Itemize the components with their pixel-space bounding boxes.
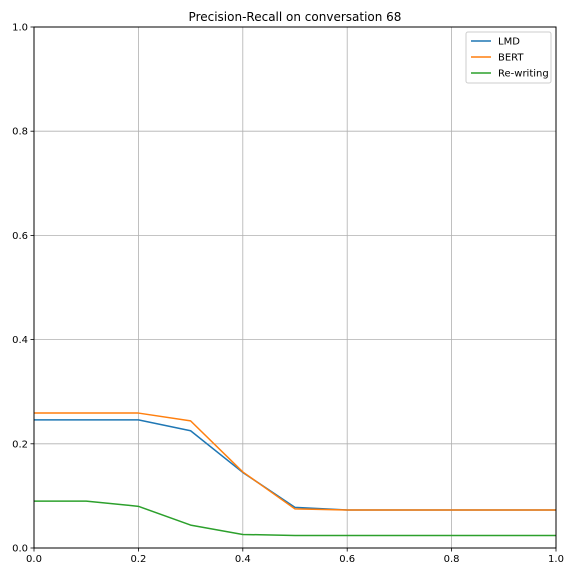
y-tick-label: 0.4 xyxy=(12,335,28,346)
y-tick-label: 0.8 xyxy=(12,127,28,138)
legend-label-lmd: LMD xyxy=(498,37,520,48)
series-line-re-writing xyxy=(34,500,556,537)
plot-frame xyxy=(33,26,557,549)
legend-box xyxy=(465,31,552,84)
series-lines xyxy=(34,412,556,537)
y-tick-label: 0.6 xyxy=(12,231,28,242)
x-tick-label: 0.0 xyxy=(26,554,42,565)
x-tick-label: 0.2 xyxy=(130,554,146,565)
y-tick-label: 1.0 xyxy=(12,23,28,34)
y-tick-label: 0.2 xyxy=(12,439,28,450)
legend-label-bert: BERT xyxy=(498,53,524,64)
x-tick-label: 0.6 xyxy=(339,554,355,565)
chart-title: Precision-Recall on conversation 68 xyxy=(189,10,402,24)
x-tick-label: 1.0 xyxy=(548,554,564,565)
x-tick-label: 0.8 xyxy=(444,554,460,565)
y-tick-label: 0.0 xyxy=(12,544,28,555)
series-line-bert xyxy=(34,412,556,511)
legend-label-re-writing: Re-writing xyxy=(498,69,549,80)
axis-ticks: 0.0 0.2 0.4 0.6 0.8 1.0 0.0 0.2 0.4 0.6 0.8 1.0 xyxy=(12,23,564,566)
x-tick-label: 0.4 xyxy=(235,554,251,565)
legend: LMD BERT Re-writing xyxy=(465,31,552,84)
